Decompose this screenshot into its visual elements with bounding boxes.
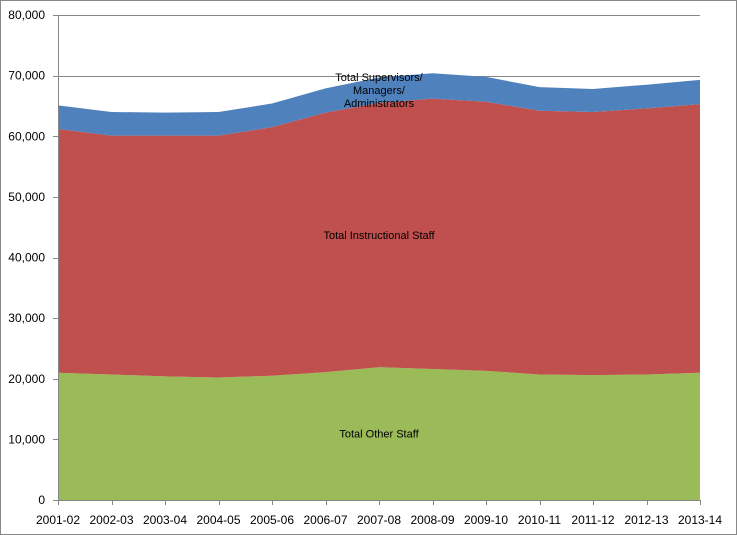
y-tick-label: 0 [38, 493, 45, 507]
series-label-line: Total Instructional Staff [323, 230, 435, 242]
y-tick-label: 70,000 [8, 69, 45, 83]
series-label-line: Total Supervisors/ [335, 72, 423, 84]
series-label-line: Administrators [344, 98, 415, 110]
series-label-line: Total Other Staff [339, 429, 419, 441]
series-labels: Total Other Staff Total Instructional Sta… [323, 72, 435, 440]
x-tick-label: 2009-10 [464, 513, 508, 527]
x-tick-label: 2013-14 [678, 513, 722, 527]
series-label-total-other-staff: Total Other Staff [339, 429, 419, 441]
x-tick-label: 2004-05 [196, 513, 240, 527]
series-label-line: Managers/ [353, 85, 406, 97]
x-tick-labels: 2001-02 2002-03 2003-04 2004-05 2005-06 2006-… [36, 500, 722, 527]
series-label-total-supervisors-managers-administrators: Total Supervisors/Managers/Administrator… [335, 72, 423, 110]
area-series-group [58, 73, 700, 500]
y-tick-label: 10,000 [8, 432, 45, 446]
x-tick-label: 2012-13 [624, 513, 668, 527]
x-tick-label: 2002-03 [89, 513, 133, 527]
y-tick-label: 40,000 [8, 251, 45, 265]
y-tick-label: 60,000 [8, 129, 45, 143]
x-tick-label: 2001-02 [36, 513, 80, 527]
x-tick-label: 2011-12 [571, 513, 614, 527]
y-tick-label: 80,000 [8, 8, 45, 22]
area-total-other-staff [58, 367, 700, 500]
x-tick-label: 2008-09 [410, 513, 454, 527]
y-tick-label: 50,000 [8, 190, 45, 204]
area-total-supervisors-managers-administrators [58, 73, 700, 136]
area-total-instructional-staff [58, 98, 700, 378]
x-tick-label: 2005-06 [250, 513, 294, 527]
y-tick-label: 20,000 [8, 372, 45, 386]
x-tick-label: 2003-04 [143, 513, 187, 527]
x-tick-label: 2006-07 [303, 513, 347, 527]
x-tick-label: 2010-11 [518, 513, 561, 527]
y-tick-labels: 0 10,000 20,000 30,000 40,000 50,000 60,000 70,… [8, 8, 58, 507]
series-label-total-instructional-staff: Total Instructional Staff [323, 230, 435, 242]
y-tick-label: 30,000 [8, 311, 45, 325]
x-tick-label: 2007-08 [357, 513, 401, 527]
